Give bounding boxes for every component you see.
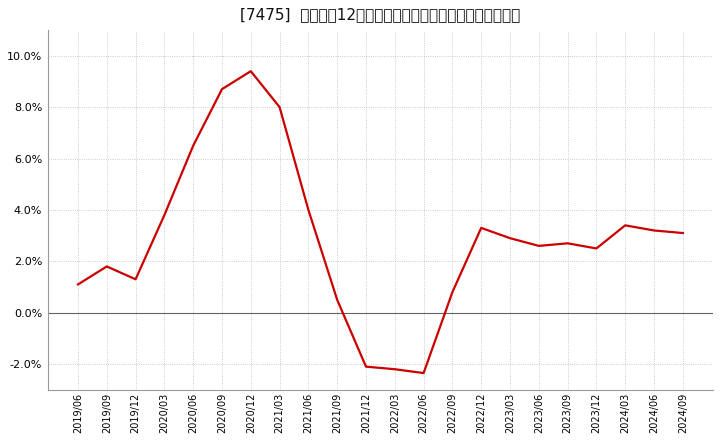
- Title: [7475]  売上高の12か月移動合計の対前年同期増減率の推移: [7475] 売上高の12か月移動合計の対前年同期増減率の推移: [240, 7, 521, 22]
